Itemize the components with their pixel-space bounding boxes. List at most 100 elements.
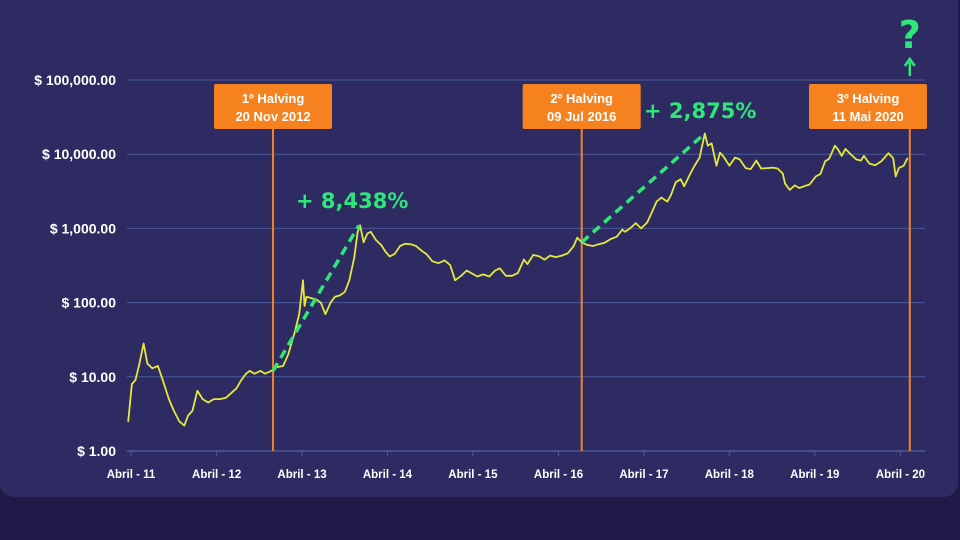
x-tick-label: Abril - 14	[363, 469, 413, 481]
chart-card: $ 1.00 $ 10.00 $ 100.00 $ 1,000.00 $ 10,000.…	[0, 0, 958, 497]
price-line	[127, 132, 909, 427]
x-tick-label: Abril - 11	[107, 469, 156, 481]
price-point	[207, 401, 209, 404]
price-point	[465, 269, 468, 272]
y-tick-label: $ 1,000.00	[50, 220, 116, 236]
x-tick-label: Abril - 16	[534, 469, 583, 481]
halving-title: 3º Halving	[837, 91, 900, 106]
price-point	[819, 173, 822, 175]
price-point	[344, 291, 346, 293]
price-point	[454, 279, 456, 281]
price-point	[855, 158, 857, 161]
price-point	[760, 167, 762, 170]
price-point	[399, 245, 401, 247]
price-point	[196, 389, 199, 392]
gain-trend-line	[580, 132, 706, 244]
price-point	[339, 294, 341, 297]
halving-labels: 1º Halving 20 Nov 2012 2º Halving 09 Jul 20…	[214, 84, 927, 129]
x-tick-label: Abril - 13	[277, 469, 326, 481]
price-point	[635, 222, 637, 224]
price-point	[860, 159, 862, 162]
halving-title: 1º Halving	[242, 91, 305, 106]
price-point	[178, 420, 181, 423]
price-point	[294, 331, 296, 333]
x-tick-label: Abril - 20	[876, 469, 925, 481]
price-point	[476, 275, 479, 278]
price-point	[151, 367, 153, 370]
price-point	[298, 313, 300, 315]
price-point	[310, 297, 312, 299]
price-point	[488, 275, 490, 278]
price-point	[698, 156, 701, 159]
price-point	[431, 260, 434, 263]
price-point	[666, 200, 669, 203]
price-point	[734, 156, 736, 159]
price-point	[526, 263, 529, 265]
price-point	[646, 221, 648, 224]
price-point	[375, 239, 377, 241]
price-point	[898, 167, 900, 169]
price-point	[603, 242, 606, 244]
price-point	[191, 409, 194, 412]
price-point	[443, 259, 446, 262]
price-point	[282, 365, 284, 367]
price-point	[415, 245, 417, 247]
price-point	[798, 187, 801, 189]
price-point	[808, 183, 811, 186]
price-point	[183, 424, 186, 427]
price-point	[517, 272, 519, 274]
halving-date: 09 Jul 2016	[547, 109, 616, 124]
price-point	[385, 251, 387, 253]
price-point	[187, 414, 189, 417]
price-point	[710, 142, 713, 145]
grid-lines	[127, 79, 925, 452]
price-point	[719, 151, 721, 154]
price-point	[629, 227, 631, 230]
price-point	[302, 279, 304, 281]
price-series	[127, 132, 909, 427]
price-point	[803, 185, 805, 187]
price-point	[470, 272, 472, 274]
price-point	[755, 159, 757, 162]
price-point	[868, 162, 871, 165]
price-point	[225, 397, 227, 399]
price-point	[906, 157, 909, 160]
price-point	[749, 168, 752, 170]
price-point	[576, 236, 578, 239]
price-point	[824, 160, 826, 163]
up-arrow-head	[903, 56, 916, 67]
price-point	[511, 275, 513, 277]
price-point	[784, 183, 786, 185]
price-point	[834, 145, 836, 147]
price-point	[523, 258, 525, 261]
price-point	[329, 301, 332, 304]
price-point	[573, 245, 575, 247]
halving-lines	[272, 125, 911, 451]
price-point	[793, 184, 796, 187]
price-point	[772, 166, 774, 169]
price-point	[460, 275, 462, 277]
price-point	[380, 244, 382, 246]
x-tick-label: Abril - 18	[705, 469, 755, 481]
halving-box	[809, 84, 927, 129]
price-point	[828, 157, 830, 160]
price-point	[499, 267, 501, 269]
price-point	[586, 244, 588, 246]
price-point	[134, 379, 137, 381]
price-point	[849, 153, 852, 155]
price-point	[168, 398, 170, 400]
price-point	[142, 342, 145, 345]
price-point	[591, 245, 594, 247]
halving-title: 2º Halving	[550, 91, 613, 106]
price-point	[693, 165, 695, 168]
y-tick-label: $ 1.00	[77, 443, 116, 459]
halving-date: 11 Mai 2020	[832, 109, 904, 124]
price-point	[782, 172, 784, 175]
price-point	[248, 370, 251, 372]
price-point	[844, 148, 847, 150]
price-point	[679, 178, 682, 180]
price-point	[543, 258, 546, 261]
price-point	[366, 232, 369, 235]
gain-trend-line	[271, 224, 361, 372]
